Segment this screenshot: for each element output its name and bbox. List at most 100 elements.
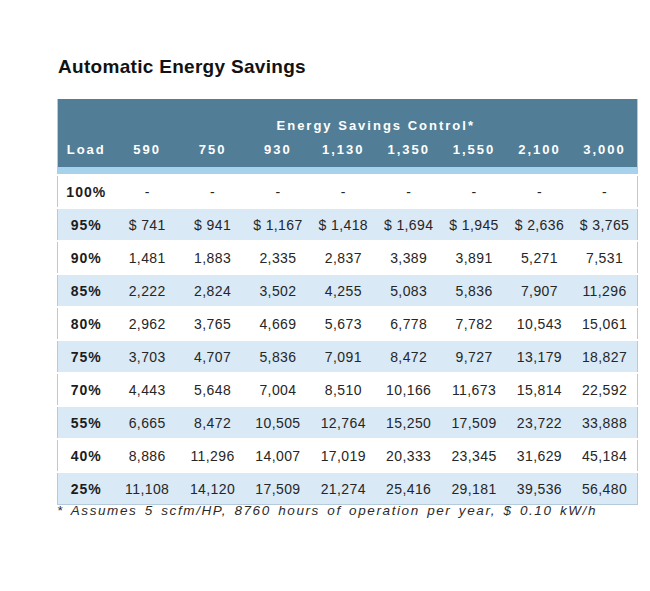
value-cell: 45,184 xyxy=(572,439,637,472)
load-cell: 100% xyxy=(58,175,115,208)
value-cell: 33,888 xyxy=(572,406,637,439)
value-cell: 18,827 xyxy=(572,340,637,373)
value-cell: - xyxy=(572,175,637,208)
table-container: Energy Savings Control* Load5907509301,1… xyxy=(57,99,638,505)
value-cell: 5,271 xyxy=(507,241,572,274)
value-cell: 20,333 xyxy=(376,439,441,472)
value-cell: 56,480 xyxy=(572,472,637,505)
value-cell: 5,673 xyxy=(311,307,376,340)
value-cell: - xyxy=(507,175,572,208)
value-cell: 7,091 xyxy=(311,340,376,373)
col-header: 1,130 xyxy=(311,136,376,167)
value-cell: 8,886 xyxy=(115,439,180,472)
value-cell: 15,250 xyxy=(376,406,441,439)
value-cell: 2,837 xyxy=(311,241,376,274)
page: Automatic Energy Savings Energy Savings … xyxy=(0,0,650,591)
group-header-row: Energy Savings Control* xyxy=(58,99,638,136)
value-cell: 8,472 xyxy=(180,406,245,439)
value-cell: 4,443 xyxy=(115,373,180,406)
value-cell: 15,061 xyxy=(572,307,637,340)
page-title: Automatic Energy Savings xyxy=(58,56,306,78)
value-cell: 5,648 xyxy=(180,373,245,406)
value-cell: 5,836 xyxy=(441,274,506,307)
value-cell: 10,543 xyxy=(507,307,572,340)
value-cell: 1,883 xyxy=(180,241,245,274)
load-cell: 70% xyxy=(58,373,115,406)
value-cell: 25,416 xyxy=(376,472,441,505)
value-cell: - xyxy=(376,175,441,208)
value-cell: 17,509 xyxy=(245,472,310,505)
value-cell: 8,472 xyxy=(376,340,441,373)
value-cell: 3,891 xyxy=(441,241,506,274)
value-cell: $ 1,694 xyxy=(376,208,441,241)
value-cell: $ 1,167 xyxy=(245,208,310,241)
value-cell: 17,509 xyxy=(441,406,506,439)
footnote: * Assumes 5 scfm/HP, 8760 hours of opera… xyxy=(57,503,597,518)
value-cell: 23,722 xyxy=(507,406,572,439)
value-cell: 29,181 xyxy=(441,472,506,505)
value-cell: 4,255 xyxy=(311,274,376,307)
value-cell: $ 941 xyxy=(180,208,245,241)
load-cell: 55% xyxy=(58,406,115,439)
col-header: 590 xyxy=(115,136,180,167)
value-cell: 14,007 xyxy=(245,439,310,472)
value-cell: 7,531 xyxy=(572,241,637,274)
accent-strip xyxy=(58,167,638,175)
value-cell: - xyxy=(441,175,506,208)
table-row: 25%11,10814,12017,50921,27425,41629,1813… xyxy=(58,472,638,505)
value-cell: 5,836 xyxy=(245,340,310,373)
value-cell: 23,345 xyxy=(441,439,506,472)
value-cell: 7,782 xyxy=(441,307,506,340)
value-cell: 1,481 xyxy=(115,241,180,274)
value-cell: 11,673 xyxy=(441,373,506,406)
col-header: 1,350 xyxy=(376,136,441,167)
value-cell: 11,296 xyxy=(180,439,245,472)
value-cell: 9,727 xyxy=(441,340,506,373)
value-cell: 12,764 xyxy=(311,406,376,439)
value-cell: 6,665 xyxy=(115,406,180,439)
table-row: 75%3,7034,7075,8367,0918,4729,72713,1791… xyxy=(58,340,638,373)
table-row: 70%4,4435,6487,0048,51010,16611,67315,81… xyxy=(58,373,638,406)
value-cell: 13,179 xyxy=(507,340,572,373)
value-cell: 39,536 xyxy=(507,472,572,505)
value-cell: 14,120 xyxy=(180,472,245,505)
value-cell: 17,019 xyxy=(311,439,376,472)
value-cell: 3,502 xyxy=(245,274,310,307)
value-cell: 4,707 xyxy=(180,340,245,373)
value-cell: $ 3,765 xyxy=(572,208,637,241)
value-cell: 10,505 xyxy=(245,406,310,439)
load-cell: 85% xyxy=(58,274,115,307)
value-cell: 4,669 xyxy=(245,307,310,340)
energy-savings-table: Energy Savings Control* Load5907509301,1… xyxy=(57,99,638,505)
table-row: 55%6,6658,47210,50512,76415,25017,50923,… xyxy=(58,406,638,439)
col-header-load: Load xyxy=(58,136,115,167)
load-cell: 40% xyxy=(58,439,115,472)
table-row: 40%8,88611,29614,00717,01920,33323,34531… xyxy=(58,439,638,472)
value-cell: 3,389 xyxy=(376,241,441,274)
col-header: 930 xyxy=(245,136,310,167)
value-cell: 2,335 xyxy=(245,241,310,274)
load-cell: 25% xyxy=(58,472,115,505)
table-row: 85%2,2222,8243,5024,2555,0835,8367,90711… xyxy=(58,274,638,307)
value-cell: $ 2,636 xyxy=(507,208,572,241)
value-cell: $ 1,945 xyxy=(441,208,506,241)
value-cell: 2,222 xyxy=(115,274,180,307)
value-cell: 8,510 xyxy=(311,373,376,406)
table-row: 80%2,9623,7654,6695,6736,7787,78210,5431… xyxy=(58,307,638,340)
table-body: 100%--------95%$ 741$ 941$ 1,167$ 1,418$… xyxy=(58,167,638,505)
column-header-row: Load5907509301,1301,3501,5502,1003,000 xyxy=(58,136,638,167)
value-cell: - xyxy=(245,175,310,208)
table-row: 100%-------- xyxy=(58,175,638,208)
value-cell: - xyxy=(180,175,245,208)
table-row: 95%$ 741$ 941$ 1,167$ 1,418$ 1,694$ 1,94… xyxy=(58,208,638,241)
value-cell: 10,166 xyxy=(376,373,441,406)
col-header: 1,550 xyxy=(441,136,506,167)
value-cell: 31,629 xyxy=(507,439,572,472)
col-header: 2,100 xyxy=(507,136,572,167)
value-cell: 6,778 xyxy=(376,307,441,340)
value-cell: 7,004 xyxy=(245,373,310,406)
value-cell: $ 741 xyxy=(115,208,180,241)
load-cell: 90% xyxy=(58,241,115,274)
accent-strip-bar xyxy=(58,167,638,175)
table-group-header: Energy Savings Control* xyxy=(115,99,638,136)
